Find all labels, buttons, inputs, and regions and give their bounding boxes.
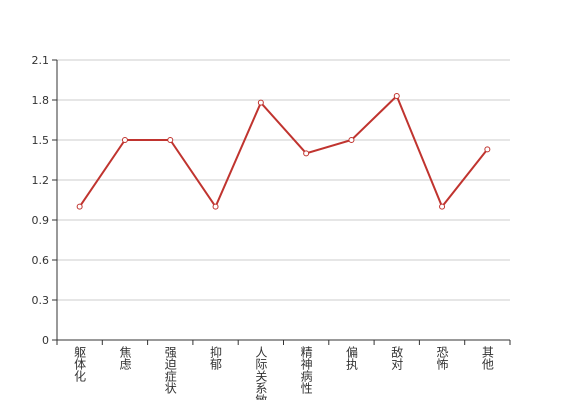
x-tick-label: 恐怖 [435, 346, 449, 370]
x-tick-label: 焦虑 [118, 346, 132, 370]
x-tick-label: 敌对 [390, 345, 404, 370]
point [121, 137, 128, 143]
y-tick-label: 0.6 [32, 254, 50, 267]
point [348, 137, 355, 143]
point [76, 203, 83, 210]
point [303, 150, 310, 157]
y-tick-label: 1.2 [32, 174, 50, 187]
y-tick-label: 1.8 [32, 94, 50, 107]
x-tick-label: 人际关系敏感 [254, 346, 268, 400]
line [78, 94, 489, 209]
point [393, 93, 400, 99]
y-tick-label: 0 [42, 334, 49, 347]
point [257, 99, 264, 106]
x-tick-label: 精神病性 [299, 346, 313, 395]
x-tick-label: 抑郁 [209, 345, 223, 371]
point [439, 203, 446, 210]
y-tick-label: 0.9 [32, 214, 50, 227]
point [212, 203, 219, 210]
x-tick-label: 其他 [480, 346, 494, 370]
y-tick-label: 0.3 [32, 294, 50, 307]
x-tick-label: 躯体化 [73, 345, 87, 383]
point [484, 146, 491, 153]
point [167, 137, 174, 143]
x-tick-label: 强迫症状 [163, 346, 177, 394]
y-tick-label: 2.1 [32, 54, 50, 67]
x-tick-label: 偏执 [344, 345, 358, 371]
y-tick-label: 1.5 [32, 134, 50, 147]
